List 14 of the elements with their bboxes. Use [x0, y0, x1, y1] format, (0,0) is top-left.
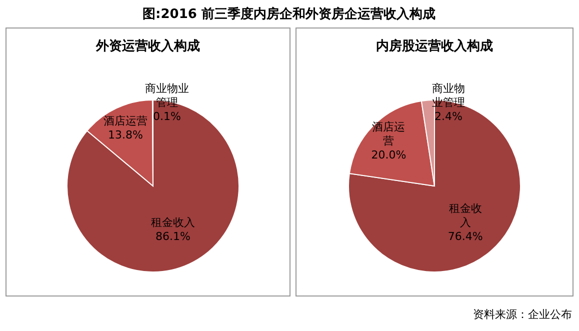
- text: 图:2016 前三季度内房企和外资房企运营收入构成: [142, 6, 436, 22]
- slice-label: 租金收入: [151, 216, 196, 229]
- data-label: 2.4%: [434, 110, 462, 123]
- slice-label: 酒店运营: [372, 120, 406, 148]
- chart-title: 外资运营收入构成: [95, 38, 200, 54]
- slice-label: 酒店运营: [104, 114, 148, 128]
- data-label: 86.1%: [156, 230, 190, 243]
- data-label: 76.4%: [448, 230, 483, 243]
- data-label: 0.1%: [153, 110, 181, 123]
- data-label: 20.0%: [371, 148, 406, 162]
- text: 资料来源：企业公布: [473, 308, 572, 321]
- slice-label: 租金收入: [448, 202, 482, 229]
- data-label: 13.8%: [108, 128, 144, 142]
- chart-title: 内房股运营收入构成: [376, 38, 493, 54]
